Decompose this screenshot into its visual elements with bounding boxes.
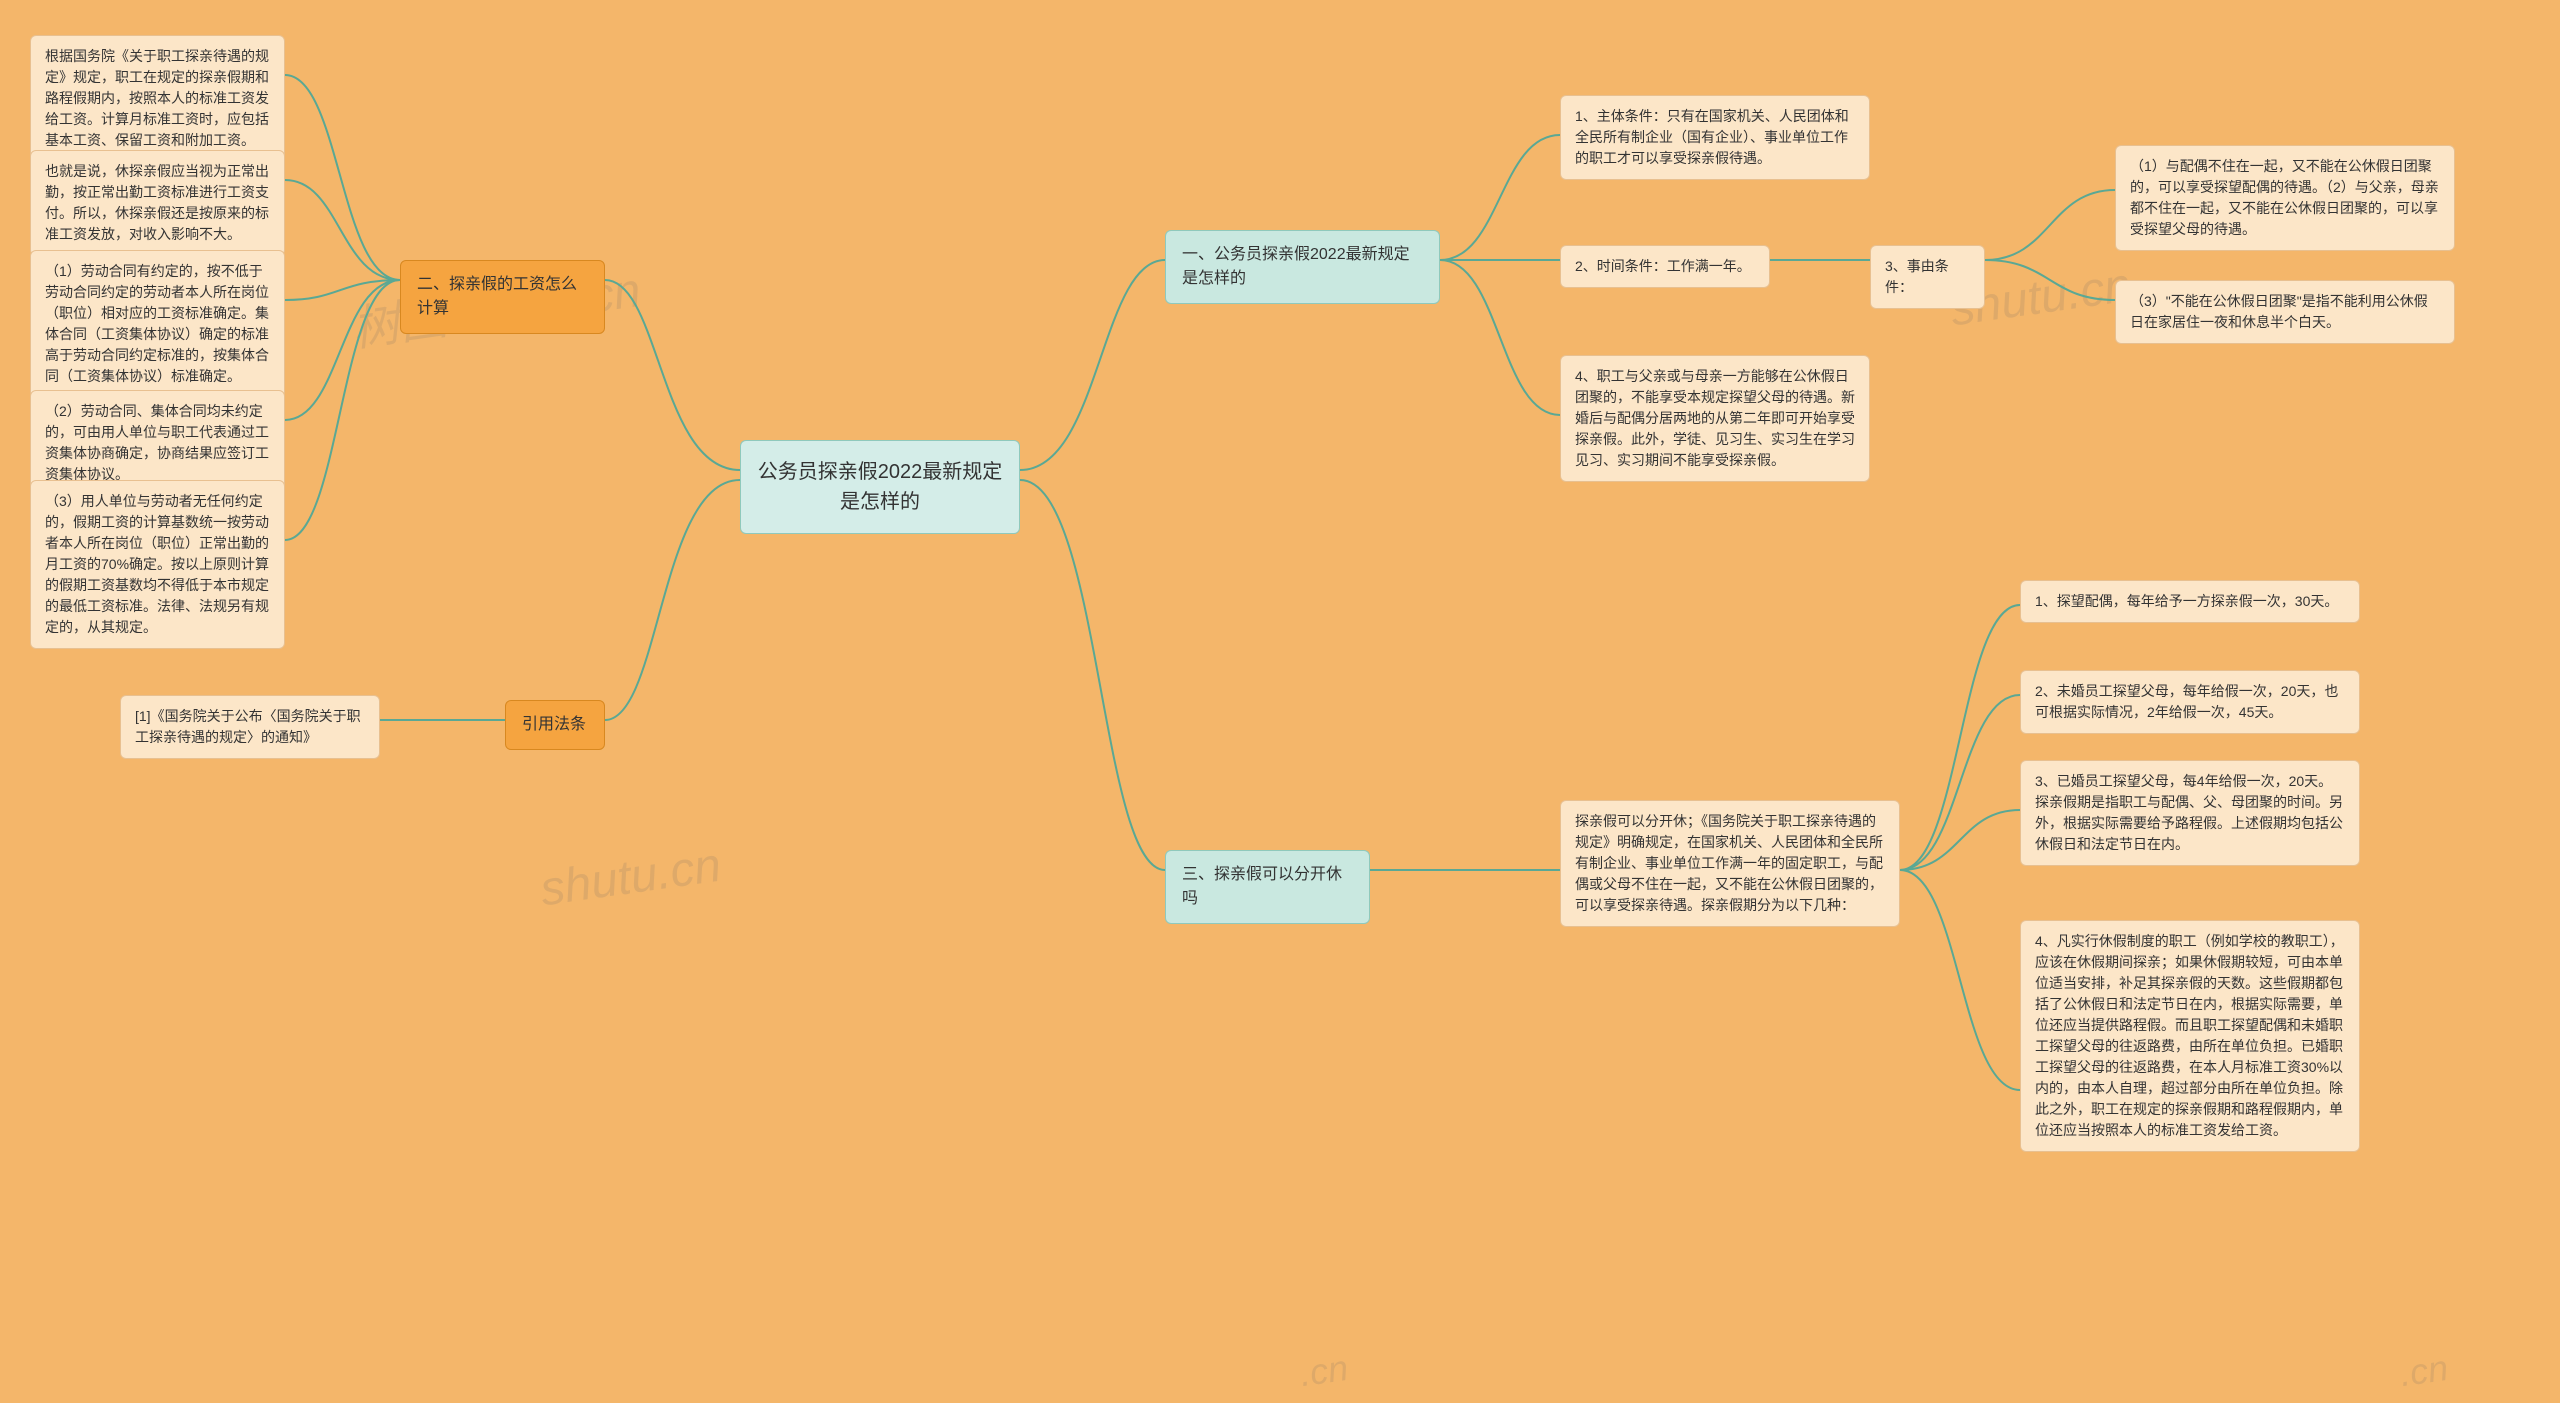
b3-n3-text: 3、已婚员工探望父母，每4年给假一次，20天。探亲假期是指职工与配偶、父、母团聚… [2035,773,2343,852]
b2-n2-text: 也就是说，休探亲假应当视为正常出勤，按正常出勤工资标准进行工资支付。所以，休探亲… [45,163,269,242]
b1-n2: 2、时间条件：工作满一年。 [1560,245,1770,288]
b1-n3b-text: （3）"不能在公休假日团聚"是指不能利用公休假日在家居住一夜和休息半个白天。 [2130,293,2428,330]
watermark: .cn [1297,1347,1350,1395]
branch-2-title: 二、探亲假的工资怎么计算 [417,276,577,317]
b3-intro-text: 探亲假可以分开休；《国务院关于职工探亲待遇的规定》明确规定，在国家机关、人民团体… [1575,813,1883,913]
branch-3: 三、探亲假可以分开休吗 [1165,850,1370,924]
branch-1: 一、公务员探亲假2022最新规定是怎样的 [1165,230,1440,304]
b3-n1: 1、探望配偶，每年给予一方探亲假一次，30天。 [2020,580,2360,623]
ref-n1-text: [1]《国务院关于公布〈国务院关于职工探亲待遇的规定〉的通知》 [135,708,361,745]
b2-n1-text: 根据国务院《关于职工探亲待遇的规定》规定，职工在规定的探亲假期和路程假期内，按照… [45,48,269,148]
b3-n4-text: 4、凡实行休假制度的职工（例如学校的教职工），应该在休假期间探亲；如果休假期较短… [2035,933,2344,1138]
b3-n1-text: 1、探望配偶，每年给予一方探亲假一次，30天。 [2035,593,2338,609]
b3-n2-text: 2、未婚员工探望父母，每年给假一次，20天，也可根据实际情况，2年给假一次，45… [2035,683,2338,720]
b2-n2: 也就是说，休探亲假应当视为正常出勤，按正常出勤工资标准进行工资支付。所以，休探亲… [30,150,285,256]
ref-n1: [1]《国务院关于公布〈国务院关于职工探亲待遇的规定〉的通知》 [120,695,380,759]
b3-n3: 3、已婚员工探望父母，每4年给假一次，20天。探亲假期是指职工与配偶、父、母团聚… [2020,760,2360,866]
b1-n3: 3、事由条件： [1870,245,1985,309]
b1-n3a-text: （1）与配偶不住在一起，又不能在公休假日团聚的，可以享受探望配偶的待遇。（2）与… [2130,158,2439,237]
branch-2: 二、探亲假的工资怎么计算 [400,260,605,334]
b2-n3-text: （1）劳动合同有约定的，按不低于劳动合同约定的劳动者本人所在岗位（职位）相对应的… [45,263,269,384]
branch-3-title: 三、探亲假可以分开休吗 [1182,866,1342,907]
branch-ref: 引用法条 [505,700,605,750]
watermark: shutu.cn [537,838,724,918]
branch-ref-title: 引用法条 [522,716,586,733]
b2-n5: （3）用人单位与劳动者无任何约定的，假期工资的计算基数统一按劳动者本人所在岗位（… [30,480,285,649]
b3-n2: 2、未婚员工探望父母，每年给假一次，20天，也可根据实际情况，2年给假一次，45… [2020,670,2360,734]
b3-n4: 4、凡实行休假制度的职工（例如学校的教职工），应该在休假期间探亲；如果休假期较短… [2020,920,2360,1152]
b1-n4-text: 4、职工与父亲或与母亲一方能够在公休假日团聚的，不能享受本规定探望父母的待遇。新… [1575,368,1855,468]
branch-1-title: 一、公务员探亲假2022最新规定是怎样的 [1182,246,1410,287]
b1-n2-text: 2、时间条件：工作满一年。 [1575,258,1751,274]
b3-intro: 探亲假可以分开休；《国务院关于职工探亲待遇的规定》明确规定，在国家机关、人民团体… [1560,800,1900,927]
b1-n4: 4、职工与父亲或与母亲一方能够在公休假日团聚的，不能享受本规定探望父母的待遇。新… [1560,355,1870,482]
b1-n1-text: 1、主体条件：只有在国家机关、人民团体和全民所有制企业（国有企业）、事业单位工作… [1575,108,1849,166]
watermark: .cn [2397,1347,2450,1395]
b2-n4-text: （2）劳动合同、集体合同均未约定的，可由用人单位与职工代表通过工资集体协商确定，… [45,403,269,482]
b2-n3: （1）劳动合同有约定的，按不低于劳动合同约定的劳动者本人所在岗位（职位）相对应的… [30,250,285,398]
b2-n1: 根据国务院《关于职工探亲待遇的规定》规定，职工在规定的探亲假期和路程假期内，按照… [30,35,285,162]
b1-n3-text: 3、事由条件： [1885,258,1949,295]
b1-n1: 1、主体条件：只有在国家机关、人民团体和全民所有制企业（国有企业）、事业单位工作… [1560,95,1870,180]
b1-n3a: （1）与配偶不住在一起，又不能在公休假日团聚的，可以享受探望配偶的待遇。（2）与… [2115,145,2455,251]
b1-n3b: （3）"不能在公休假日团聚"是指不能利用公休假日在家居住一夜和休息半个白天。 [2115,280,2455,344]
root-node: 公务员探亲假2022最新规定是怎样的 [740,440,1020,534]
b2-n5-text: （3）用人单位与劳动者无任何约定的，假期工资的计算基数统一按劳动者本人所在岗位（… [45,493,269,635]
root-text: 公务员探亲假2022最新规定是怎样的 [758,461,1003,513]
